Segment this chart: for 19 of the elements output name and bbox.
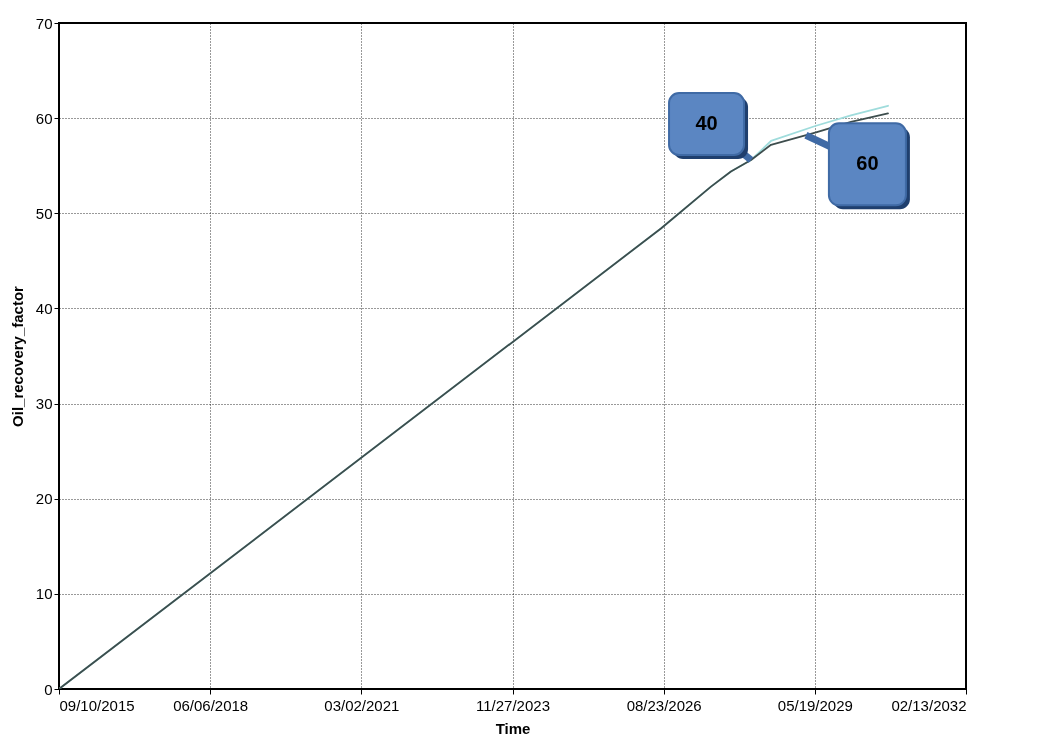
y-tick-label: 40: [35, 299, 53, 317]
y-tick-label: 20: [35, 490, 53, 508]
x-axis-title: Time: [495, 719, 531, 737]
x-tick-label: 06/06/2018: [173, 696, 249, 714]
annotation: 40: [695, 112, 718, 135]
y-tick-label: 60: [35, 109, 53, 127]
x-tick-label: 05/19/2029: [777, 696, 853, 714]
x-tick-label: 11/27/2023: [476, 696, 550, 714]
x-tick-label: 03/02/2021: [324, 696, 400, 714]
x-tick-label: 08/23/2026: [626, 696, 702, 714]
annotation: 60: [856, 152, 879, 175]
y-tick-label: 70: [35, 14, 53, 32]
y-tick-label: 30: [35, 395, 53, 413]
y-tick-label: 0: [44, 680, 53, 698]
x-tick-label: 09/10/2015: [59, 696, 135, 714]
y-tick-label: 10: [35, 585, 53, 603]
x-tick-label: 02/13/2032: [891, 696, 967, 714]
y-axis-title: Oil_recovery_factor: [8, 285, 26, 427]
y-tick-label: 50: [35, 204, 53, 222]
